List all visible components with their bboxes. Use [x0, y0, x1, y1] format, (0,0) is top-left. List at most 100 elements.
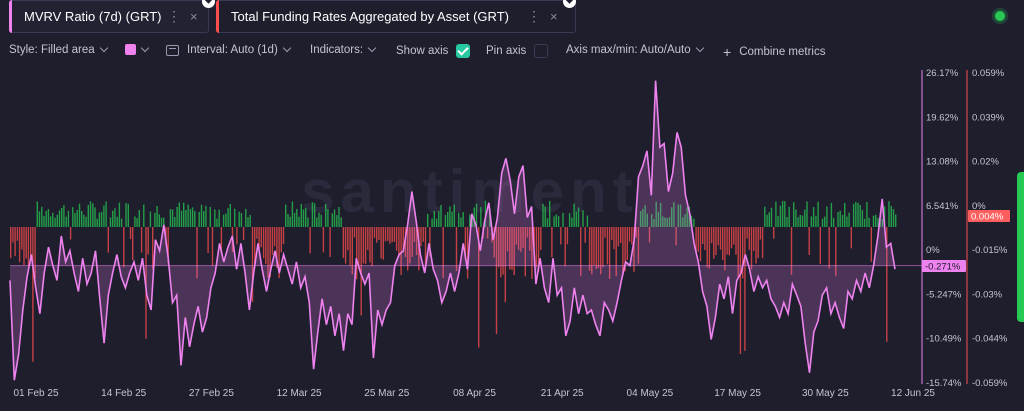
funding-bar: [706, 227, 708, 268]
funding-bar: [462, 212, 464, 227]
show-axis-label: Show axis: [396, 45, 449, 57]
funding-bar: [313, 203, 316, 227]
funding-bar: [500, 227, 502, 278]
funding-tick-label: 0%: [972, 201, 986, 212]
mvrv-axis-ticks: 26.17% 19.62% 13.08% 6.541% 0% -5.247% -10.49%…: [926, 68, 962, 389]
funding-bar: [262, 227, 265, 259]
funding-bar: [801, 215, 804, 227]
funding-bar: [105, 201, 107, 227]
tab-mvrv-ratio[interactable]: MVRV Ratio (7d) (GRT) ⋮ × ⯁: [9, 0, 215, 33]
funding-bar: [293, 213, 296, 227]
pin-icon[interactable]: ⯁: [202, 0, 215, 8]
funding-bar: [855, 201, 857, 227]
funding-bar: [624, 227, 626, 272]
funding-bar: [883, 206, 886, 227]
funding-bar: [258, 227, 260, 250]
mvrv-tick-label: 19.62%: [926, 112, 959, 123]
funding-bar: [524, 227, 526, 277]
funding-bar: [648, 227, 651, 243]
funding-bar: [191, 207, 194, 227]
funding-bar: [844, 202, 846, 227]
funding-bar: [821, 218, 824, 227]
funding-bar: [411, 227, 413, 257]
funding-bar: [502, 227, 504, 275]
funding-bar: [651, 214, 653, 227]
funding-bar: [671, 207, 673, 227]
calendar-icon: [166, 44, 179, 56]
funding-bar: [464, 227, 467, 260]
chart-area[interactable]: santiment 26.17% 19.62% 13.08% 6.541% 0% -5.2…: [0, 66, 1024, 411]
funding-bar: [254, 227, 256, 269]
funding-bar: [686, 207, 688, 227]
date-tick-label: 12 Mar 25: [277, 388, 322, 399]
funding-bar: [140, 227, 143, 253]
axis-minmax-dropdown[interactable]: Axis max/min: Auto/Auto: [566, 43, 704, 56]
funding-bar: [120, 218, 123, 227]
tab-funding-rates[interactable]: Total Funding Rates Aggregated by Asset …: [216, 0, 576, 33]
show-axis-toggle[interactable]: Show axis: [396, 44, 471, 58]
funding-tick-label: -0.044%: [972, 334, 1008, 345]
side-panel-handle[interactable]: [1017, 172, 1024, 322]
funding-bar: [338, 207, 340, 227]
funding-bar: [830, 203, 833, 227]
funding-bar: [875, 214, 877, 227]
more-icon[interactable]: ⋮: [527, 8, 541, 24]
pin-axis-label: Pin axis: [486, 45, 527, 57]
funding-bar: [282, 227, 285, 245]
close-icon[interactable]: ×: [190, 9, 198, 24]
funding-bar: [245, 208, 247, 227]
funding-bar: [32, 227, 34, 362]
combine-metrics-button[interactable]: + Combine metrics: [723, 44, 825, 60]
funding-bar: [819, 227, 821, 264]
style-dropdown[interactable]: Style: Filled area: [9, 43, 108, 56]
show-axis-checkbox[interactable]: [456, 44, 471, 58]
funding-bar: [615, 227, 617, 277]
funding-bar: [320, 214, 322, 227]
funding-bar: [152, 227, 154, 270]
funding-bar: [535, 227, 538, 268]
funding-bar: [735, 227, 737, 255]
funding-bar: [109, 217, 112, 227]
funding-bar: [449, 206, 451, 227]
pin-icon[interactable]: ⯁: [563, 0, 576, 8]
funding-bar: [775, 201, 777, 227]
pin-axis-checkbox[interactable]: [534, 44, 549, 58]
funding-bar: [65, 216, 67, 227]
funding-bar: [236, 227, 238, 245]
funding-bar: [149, 211, 152, 227]
funding-bar: [812, 207, 815, 227]
funding-bar: [475, 203, 478, 227]
close-icon[interactable]: ×: [550, 9, 558, 24]
interval-dropdown[interactable]: Interval: Auto (1d): [166, 43, 292, 56]
funding-bar: [784, 201, 786, 227]
funding-bar: [733, 227, 735, 245]
chart-toolbar: Style: Filled area Interval: Auto (1d) I…: [0, 40, 1024, 62]
funding-current-value: 0.004%: [971, 212, 1004, 223]
funding-bar: [841, 215, 844, 227]
funding-bar: [54, 217, 56, 227]
funding-bar: [309, 227, 311, 254]
funding-bar: [316, 217, 318, 227]
funding-bar: [480, 207, 482, 227]
pin-axis-toggle[interactable]: Pin axis: [486, 44, 549, 58]
mvrv-current-badge: -0.271%: [922, 260, 966, 273]
funding-bar: [413, 227, 416, 242]
funding-bar: [644, 205, 646, 227]
funding-bar: [43, 216, 45, 227]
tab-color-bar: [216, 0, 219, 33]
funding-bar: [118, 202, 121, 227]
funding-bar: [305, 207, 307, 227]
funding-bar: [766, 214, 768, 227]
funding-bar: [522, 227, 524, 248]
funding-bar: [757, 227, 759, 258]
indicators-dropdown[interactable]: Indicators:: [310, 43, 377, 56]
more-icon[interactable]: ⋮: [167, 8, 181, 24]
funding-bar: [185, 210, 187, 227]
funding-bar: [549, 200, 551, 227]
funding-bar: [531, 227, 533, 279]
funding-bar: [138, 210, 140, 227]
color-picker[interactable]: [125, 43, 150, 55]
funding-bar: [744, 227, 746, 351]
funding-bar: [493, 227, 495, 258]
funding-bar: [657, 211, 660, 227]
